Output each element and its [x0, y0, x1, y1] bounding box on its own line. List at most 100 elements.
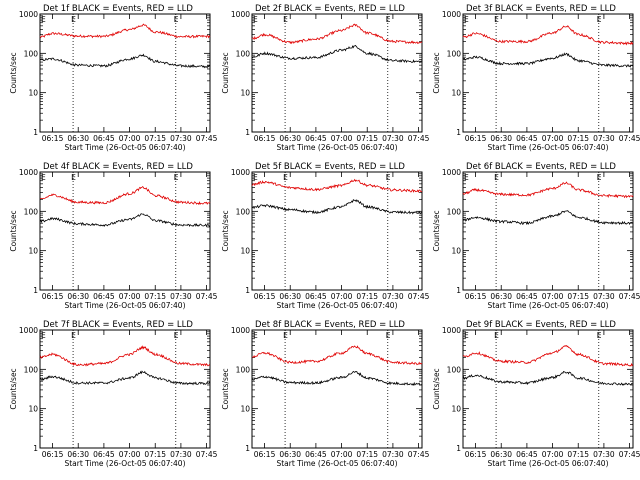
y-tick-label: 1 [33, 286, 38, 295]
x-axis-label: Start Time (26-Oct-05 06:07:40) [64, 301, 185, 310]
x-tick-label: 07:30 [170, 134, 192, 143]
x-tick-label: 07:00 [331, 292, 353, 301]
lld-series-line [251, 178, 423, 193]
time-marker-label: E [283, 331, 288, 340]
lld-series-line [39, 186, 211, 206]
x-tick-label: 07:15 [144, 292, 166, 301]
time-marker-label: E [174, 15, 179, 24]
x-tick-label: 07:15 [567, 450, 589, 459]
x-tick-label: 06:30 [279, 292, 301, 301]
x-tick-label: 06:45 [305, 450, 327, 459]
y-tick-label: 1 [245, 286, 250, 295]
x-tick-label: 07:00 [542, 292, 564, 301]
x-tick-label: 06:30 [490, 134, 512, 143]
time-marker-label: E [464, 15, 469, 24]
time-marker-label: E [174, 331, 179, 340]
x-tick-label: 07:30 [593, 134, 615, 143]
y-tick-label: 10 [240, 247, 250, 256]
y-axis-label: Counts/sec [221, 210, 230, 251]
x-tick-label: 07:45 [408, 292, 430, 301]
y-tick-label: 1 [456, 286, 461, 295]
events-series-line [39, 370, 211, 386]
time-marker-label: E [597, 331, 602, 340]
y-axis-label: Counts/sec [221, 368, 230, 409]
plot-frame [462, 329, 634, 449]
x-tick-label: 06:15 [254, 134, 276, 143]
x-tick-label: 06:30 [490, 450, 512, 459]
x-tick-label: 06:30 [67, 450, 89, 459]
x-tick-label: 06:15 [254, 292, 276, 301]
time-marker-label: E [464, 173, 469, 182]
chart-panel: Det 3f BLACK = Events, RED = LLD 1 10 100 10… [432, 4, 640, 152]
x-tick-label: 07:00 [119, 292, 141, 301]
time-marker-label: E [253, 173, 258, 182]
chart-panel: Det 8f BLACK = Events, RED = LLD 1 10 100 10… [221, 320, 430, 468]
panel-title: Det 9f BLACK = Events, RED = LLD [466, 320, 616, 330]
time-marker-label: E [597, 15, 602, 24]
x-tick-label: 07:30 [593, 292, 615, 301]
x-tick-label: 06:30 [67, 134, 89, 143]
x-tick-label: 06:45 [305, 292, 327, 301]
time-marker-label: E [41, 15, 46, 24]
x-axis-label: Start Time (26-Oct-05 06:07:40) [487, 301, 608, 310]
y-tick-label: 10 [28, 89, 38, 98]
lld-series-line [462, 25, 634, 46]
y-tick-label: 10 [451, 405, 461, 414]
y-tick-label: 10 [451, 89, 461, 98]
time-marker-label: E [386, 331, 391, 340]
x-tick-label: 06:45 [93, 450, 115, 459]
events-series-line [251, 198, 423, 215]
x-tick-label: 07:45 [408, 450, 430, 459]
y-tick-label: 1000 [442, 168, 461, 177]
x-tick-label: 07:15 [567, 134, 589, 143]
time-marker-label: E [464, 331, 469, 340]
chart-panel: Det 9f BLACK = Events, RED = LLD 1 10 100 10… [432, 320, 640, 468]
x-tick-label: 07:30 [170, 450, 192, 459]
x-tick-label: 06:15 [254, 450, 276, 459]
y-tick-label: 100 [24, 365, 39, 374]
plot-frame [251, 171, 423, 291]
y-axis-label: Counts/sec [432, 210, 441, 251]
x-tick-label: 06:30 [279, 134, 301, 143]
plot-frame [251, 329, 423, 449]
x-tick-label: 06:15 [42, 450, 64, 459]
y-axis-label: Counts/sec [432, 368, 441, 409]
panel-title: Det 1f BLACK = Events, RED = LLD [43, 4, 193, 14]
x-tick-label: 07:45 [196, 134, 218, 143]
panel-title: Det 2f BLACK = Events, RED = LLD [255, 4, 405, 14]
y-tick-label: 10 [240, 405, 250, 414]
x-tick-label: 07:45 [619, 292, 640, 301]
y-tick-label: 10 [240, 89, 250, 98]
time-marker-label: E [41, 331, 46, 340]
x-tick-label: 07:45 [619, 134, 640, 143]
x-tick-label: 06:45 [93, 134, 115, 143]
x-tick-label: 06:15 [42, 292, 64, 301]
x-tick-label: 07:30 [593, 450, 615, 459]
y-tick-label: 10 [451, 247, 461, 256]
x-tick-label: 06:45 [516, 134, 538, 143]
x-tick-label: 07:30 [170, 292, 192, 301]
chart-panel: Det 1f BLACK = Events, RED = LLD 1 10 100 10… [9, 4, 218, 152]
events-series-line [39, 53, 211, 69]
x-tick-label: 07:00 [331, 450, 353, 459]
lld-series-line [39, 345, 210, 367]
x-tick-label: 06:45 [516, 292, 538, 301]
y-tick-label: 1000 [231, 168, 250, 177]
y-tick-label: 1000 [19, 326, 38, 335]
time-marker-label: E [71, 331, 76, 340]
x-tick-label: 07:15 [356, 134, 378, 143]
plot-frame [39, 13, 211, 133]
panel-title: Det 8f BLACK = Events, RED = LLD [255, 320, 405, 330]
plot-frame [39, 171, 211, 291]
x-tick-label: 07:30 [382, 292, 404, 301]
y-axis-label: Counts/sec [9, 52, 18, 93]
time-marker-label: E [494, 331, 499, 340]
plot-frame [462, 171, 634, 291]
lld-series-line [251, 345, 423, 366]
x-tick-label: 06:45 [93, 292, 115, 301]
x-tick-label: 06:15 [465, 292, 487, 301]
panel-title: Det 7f BLACK = Events, RED = LLD [43, 320, 193, 330]
x-tick-label: 07:45 [408, 134, 430, 143]
y-tick-label: 10 [28, 247, 38, 256]
